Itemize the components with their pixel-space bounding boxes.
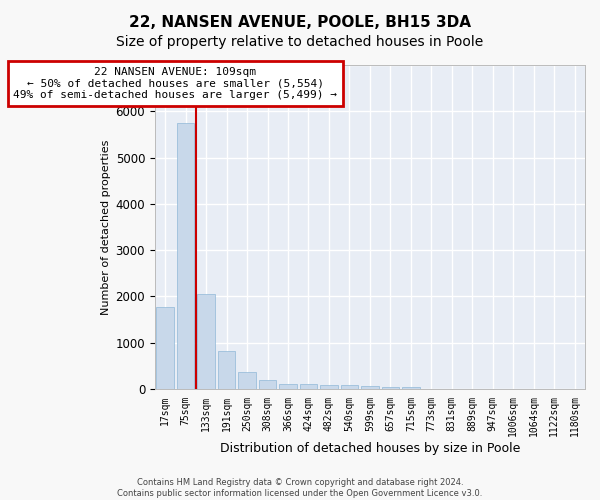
X-axis label: Distribution of detached houses by size in Poole: Distribution of detached houses by size … — [220, 442, 520, 455]
Y-axis label: Number of detached properties: Number of detached properties — [101, 140, 112, 314]
Bar — [320, 385, 338, 389]
Text: Contains HM Land Registry data © Crown copyright and database right 2024.
Contai: Contains HM Land Registry data © Crown c… — [118, 478, 482, 498]
Bar — [279, 384, 297, 389]
Bar — [361, 386, 379, 389]
Bar — [300, 384, 317, 389]
Bar — [259, 380, 276, 389]
Text: 22 NANSEN AVENUE: 109sqm
← 50% of detached houses are smaller (5,554)
49% of sem: 22 NANSEN AVENUE: 109sqm ← 50% of detach… — [13, 67, 337, 100]
Bar — [402, 387, 419, 389]
Bar — [341, 386, 358, 389]
Bar — [197, 294, 215, 389]
Bar — [238, 372, 256, 389]
Text: 22, NANSEN AVENUE, POOLE, BH15 3DA: 22, NANSEN AVENUE, POOLE, BH15 3DA — [129, 15, 471, 30]
Bar — [177, 123, 194, 389]
Bar — [218, 351, 235, 389]
Bar — [382, 386, 399, 389]
Bar — [157, 306, 174, 389]
Text: Size of property relative to detached houses in Poole: Size of property relative to detached ho… — [116, 35, 484, 49]
